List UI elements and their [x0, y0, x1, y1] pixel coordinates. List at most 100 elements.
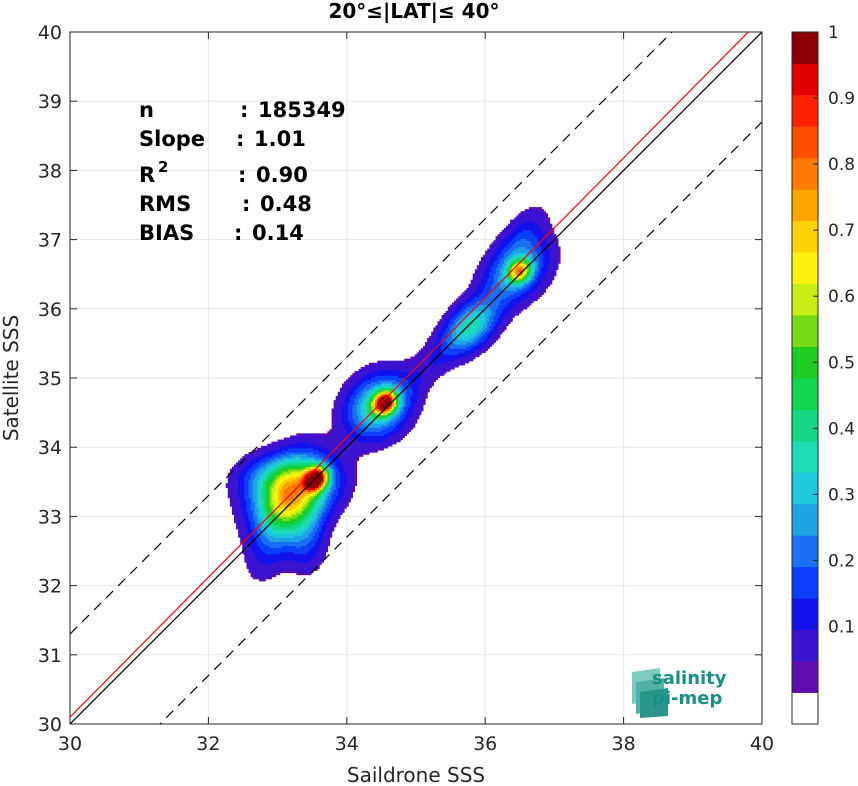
density-cell [360, 425, 364, 428]
density-cell [287, 476, 291, 480]
density-cell [265, 555, 268, 559]
density-cell [321, 522, 324, 526]
density-cell [250, 487, 254, 491]
density-cell [414, 418, 418, 422]
density-cell [331, 493, 335, 497]
density-cell [294, 508, 297, 511]
density-cell [389, 387, 393, 391]
density-cell [341, 400, 345, 403]
density-cell [306, 443, 310, 447]
density-cell [312, 483, 316, 486]
density-cell [277, 476, 281, 480]
density-cell [371, 408, 374, 412]
density-cell [300, 456, 304, 459]
density-cell [323, 483, 326, 486]
density-cell [269, 576, 272, 580]
density-cell [304, 479, 308, 482]
density-cell [420, 362, 424, 366]
density-cell [341, 503, 345, 507]
density-cell [331, 439, 335, 443]
density-cell [344, 449, 347, 453]
density-cell [333, 452, 337, 455]
density-cell [335, 431, 339, 434]
density-cell [354, 410, 358, 414]
density-cell [377, 379, 380, 383]
density-cell [244, 510, 248, 513]
density-cell [314, 514, 318, 517]
density-cell [391, 364, 395, 368]
density-cell [294, 447, 297, 451]
density-cell [263, 522, 266, 526]
density-cell [231, 497, 235, 501]
density-cell [302, 493, 306, 497]
density-cell [285, 503, 289, 507]
density-cell [331, 487, 335, 491]
density-cell [331, 481, 335, 484]
density-cell [310, 474, 314, 478]
density-cell [339, 510, 343, 513]
density-cell [323, 460, 326, 464]
density-cell [277, 535, 281, 538]
density-cell [373, 435, 376, 439]
density-cell [238, 495, 241, 499]
density-cell [364, 422, 368, 426]
density-cell [296, 566, 299, 569]
density-cell [225, 483, 229, 486]
density-cell [312, 447, 316, 451]
density-cell [287, 512, 291, 515]
density-cell [254, 476, 258, 480]
density-cell [381, 362, 385, 366]
density-cell [238, 493, 241, 497]
density-cell [281, 562, 285, 565]
density-cell [244, 533, 248, 536]
density-cell [344, 474, 347, 478]
density-cell [277, 522, 281, 526]
density-cell [296, 551, 299, 555]
density-cell [269, 562, 272, 565]
density-cell [300, 510, 304, 513]
density-cell [229, 493, 233, 497]
density-cell [256, 472, 260, 476]
density-cell [302, 474, 306, 478]
density-cell [267, 499, 270, 503]
density-cell [387, 360, 391, 364]
density-cell [314, 551, 318, 555]
density-cell [246, 466, 250, 470]
density-cell [337, 493, 341, 497]
density-cell [321, 479, 324, 482]
density-cell [277, 464, 281, 468]
density-cell [292, 501, 295, 505]
density-cell [234, 483, 237, 486]
density-cell [323, 441, 326, 445]
density-cell [263, 553, 266, 557]
density-cell [406, 393, 409, 397]
density-cell [277, 472, 281, 476]
density-cell [385, 383, 389, 387]
density-cell [379, 416, 382, 420]
density-cell [283, 470, 287, 474]
density-cell [248, 551, 252, 555]
density-cell [283, 522, 287, 526]
density-cell [227, 485, 231, 488]
density-cell [410, 377, 414, 380]
density-cell [339, 468, 343, 472]
density-cell [321, 449, 324, 453]
density-cell [234, 501, 237, 505]
density-cell [414, 387, 418, 391]
density-cell [331, 489, 335, 493]
density-cell [346, 474, 349, 478]
density-cell [404, 398, 407, 401]
density-cell [331, 458, 335, 461]
density-cell [400, 377, 403, 380]
density-cell [275, 555, 279, 559]
density-cell [263, 514, 266, 517]
density-cell [319, 503, 322, 507]
density-cell [414, 412, 418, 416]
density-cell [244, 535, 248, 538]
density-cell [248, 458, 252, 461]
density-cell [269, 508, 272, 511]
density-cell [312, 526, 316, 530]
density-cell [250, 516, 254, 520]
density-cell [306, 489, 310, 493]
density-cell [404, 364, 407, 368]
